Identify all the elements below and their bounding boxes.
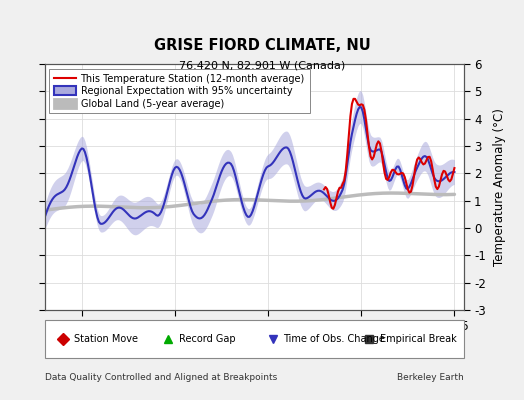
Legend: This Temperature Station (12-month average), Regional Expectation with 95% uncer: This Temperature Station (12-month avera… [49,69,310,114]
Text: Data Quality Controlled and Aligned at Breakpoints: Data Quality Controlled and Aligned at B… [45,373,277,382]
Text: Record Gap: Record Gap [179,334,235,344]
Text: GRISE FIORD CLIMATE, NU: GRISE FIORD CLIMATE, NU [154,38,370,53]
FancyBboxPatch shape [45,320,464,358]
Text: Empirical Break: Empirical Break [380,334,456,344]
Text: 76.420 N, 82.901 W (Canada): 76.420 N, 82.901 W (Canada) [179,60,345,70]
Text: Time of Obs. Change: Time of Obs. Change [283,334,385,344]
Text: Station Move: Station Move [74,334,138,344]
Y-axis label: Temperature Anomaly (°C): Temperature Anomaly (°C) [493,108,506,266]
Text: Berkeley Earth: Berkeley Earth [397,373,464,382]
